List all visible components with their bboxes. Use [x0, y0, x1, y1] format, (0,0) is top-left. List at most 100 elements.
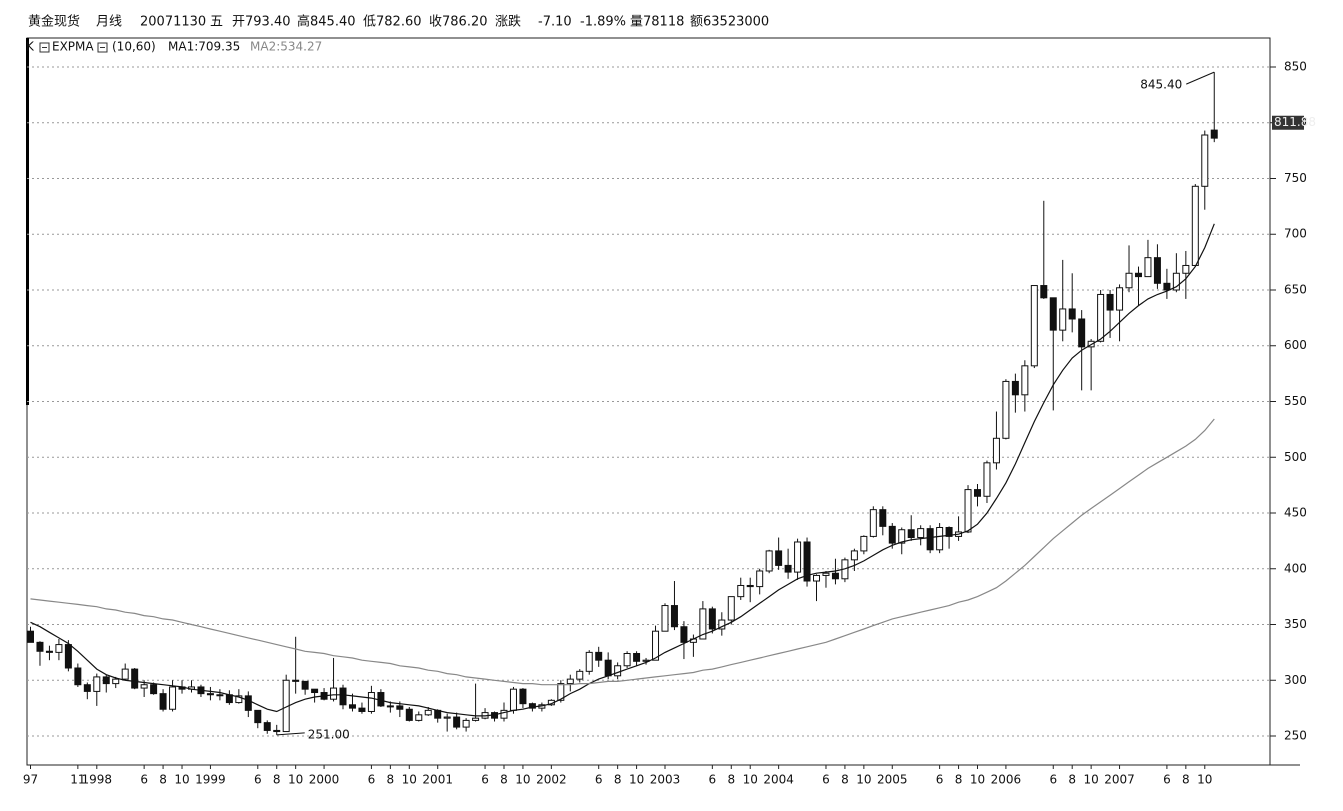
candle-body: [121, 668, 129, 680]
candle-body: [822, 572, 830, 576]
candle-body: [131, 668, 139, 689]
candle-body: [964, 489, 972, 533]
x-tick-label: 6: [254, 773, 262, 787]
x-tick-label: 10: [970, 773, 985, 787]
x-tick-label: 6: [709, 773, 717, 787]
candle-body: [206, 693, 214, 696]
candle-body: [244, 695, 252, 711]
candle-body: [405, 708, 413, 721]
x-tick-label: 2000: [309, 773, 340, 787]
candle-body: [708, 608, 716, 630]
candle-body: [652, 630, 660, 661]
x-tick-label: 6: [481, 773, 489, 787]
candle-body: [604, 659, 612, 677]
candle-body: [633, 652, 641, 662]
candle-body: [926, 528, 934, 551]
candle-body: [1040, 285, 1048, 299]
y-tick-label: 500: [1284, 450, 1307, 464]
x-tick-label: 11: [70, 773, 85, 787]
candle-body: [992, 437, 1000, 464]
candle-body: [794, 541, 802, 573]
x-tick-label: 10: [743, 773, 758, 787]
header-item: 高845.40: [297, 14, 356, 30]
candle-body: [1144, 257, 1152, 278]
candle-body: [756, 570, 764, 588]
x-tick-label: 6: [595, 773, 603, 787]
candle-body: [614, 665, 622, 677]
indicator-params: (10,60): [112, 40, 156, 54]
x-tick-label: 1999: [195, 773, 226, 787]
candle-body: [102, 676, 110, 685]
candle-body: [1021, 365, 1029, 396]
x-tick-label: 8: [955, 773, 963, 787]
candle-body: [1059, 308, 1067, 331]
x-tick-label: 6: [1049, 773, 1057, 787]
x-tick-label: 97: [23, 773, 38, 787]
candle-body: [737, 584, 745, 598]
candle-body: [348, 704, 356, 709]
header-item: 涨跌: [495, 14, 521, 30]
candle-body: [225, 694, 233, 704]
x-tick-label: 8: [273, 773, 281, 787]
y-tick-label: 700: [1284, 227, 1307, 241]
candle-body: [263, 722, 271, 731]
header-item: -1.89%: [580, 15, 626, 30]
candle-body: [273, 729, 281, 733]
candle-body: [1191, 185, 1199, 266]
candle-body: [1134, 272, 1142, 278]
x-tick-label: 10: [1083, 773, 1098, 787]
candle-body: [462, 719, 470, 728]
header-title: 黄金现货: [28, 14, 80, 30]
candle-body: [585, 651, 593, 672]
candle-body: [1163, 282, 1171, 291]
header-weekday: 五: [210, 15, 223, 30]
x-tick-label: 8: [1068, 773, 1076, 787]
candle-body: [169, 686, 177, 710]
header-item: 额63523000: [690, 15, 769, 30]
x-tick-label: 8: [387, 773, 395, 787]
candle-body: [727, 596, 735, 621]
x-tick-label: 8: [614, 773, 622, 787]
y-tick-label: 550: [1284, 394, 1307, 408]
x-tick-label: 8: [159, 773, 167, 787]
candle-body: [74, 667, 82, 686]
x-tick-label: 10: [856, 773, 871, 787]
candle-body: [1106, 293, 1114, 311]
candle-body: [784, 564, 792, 573]
candle-body: [1030, 285, 1038, 367]
candle-body: [1125, 272, 1133, 289]
x-tick-label: 10: [402, 773, 417, 787]
x-tick-label: 1998: [82, 773, 113, 787]
candle-body: [917, 528, 925, 539]
y-tick-label: 400: [1284, 561, 1307, 575]
candle-body: [1049, 297, 1057, 331]
candle-body: [93, 676, 101, 692]
candle-body: [386, 705, 394, 708]
candle-body: [500, 709, 508, 719]
candle-body: [898, 529, 906, 544]
y-tick-label: 850: [1284, 59, 1307, 73]
x-tick-label: 10: [288, 773, 303, 787]
candle-body: [83, 684, 91, 692]
x-tick-label: 8: [727, 773, 735, 787]
candle-body: [1182, 264, 1190, 274]
y-tick-label: 350: [1284, 617, 1307, 631]
candle-body: [55, 644, 63, 653]
ma-line: [30, 223, 1215, 717]
candle-body: [983, 462, 991, 497]
candle-body: [434, 709, 442, 719]
x-tick-label: 6: [368, 773, 376, 787]
x-tick-label: 2004: [763, 773, 794, 787]
x-tick-label: 8: [500, 773, 508, 787]
candle-body: [907, 529, 915, 539]
candle-body: [396, 705, 404, 710]
x-tick-label: 8: [1182, 773, 1190, 787]
candle-body: [680, 626, 688, 643]
candle-body: [1172, 272, 1180, 291]
x-tick-label: 2002: [536, 773, 567, 787]
candle-body: [860, 535, 868, 552]
candle-body: [566, 678, 574, 685]
candle-body: [339, 687, 347, 706]
candle-body: [301, 680, 309, 690]
